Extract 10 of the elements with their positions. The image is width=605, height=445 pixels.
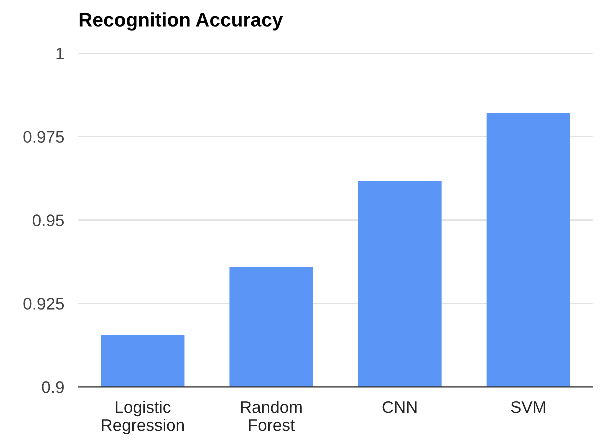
x-tick-label: Random Forest [241, 401, 302, 432]
x-tick-label: Logistic Regression [102, 401, 184, 435]
y-tick-label: 0.925 [24, 298, 64, 310]
x-tick-label: CNN [382, 401, 417, 414]
chart-title: Recognition Accuracy [80, 12, 284, 31]
y-tick-label: 0.975 [24, 131, 64, 144]
y-tick-label: 1 [56, 48, 64, 60]
x-tick-label: SVM [511, 401, 546, 414]
y-tick-label: 0.9 [42, 382, 64, 394]
y-tick-label: 0.95 [32, 214, 64, 226]
